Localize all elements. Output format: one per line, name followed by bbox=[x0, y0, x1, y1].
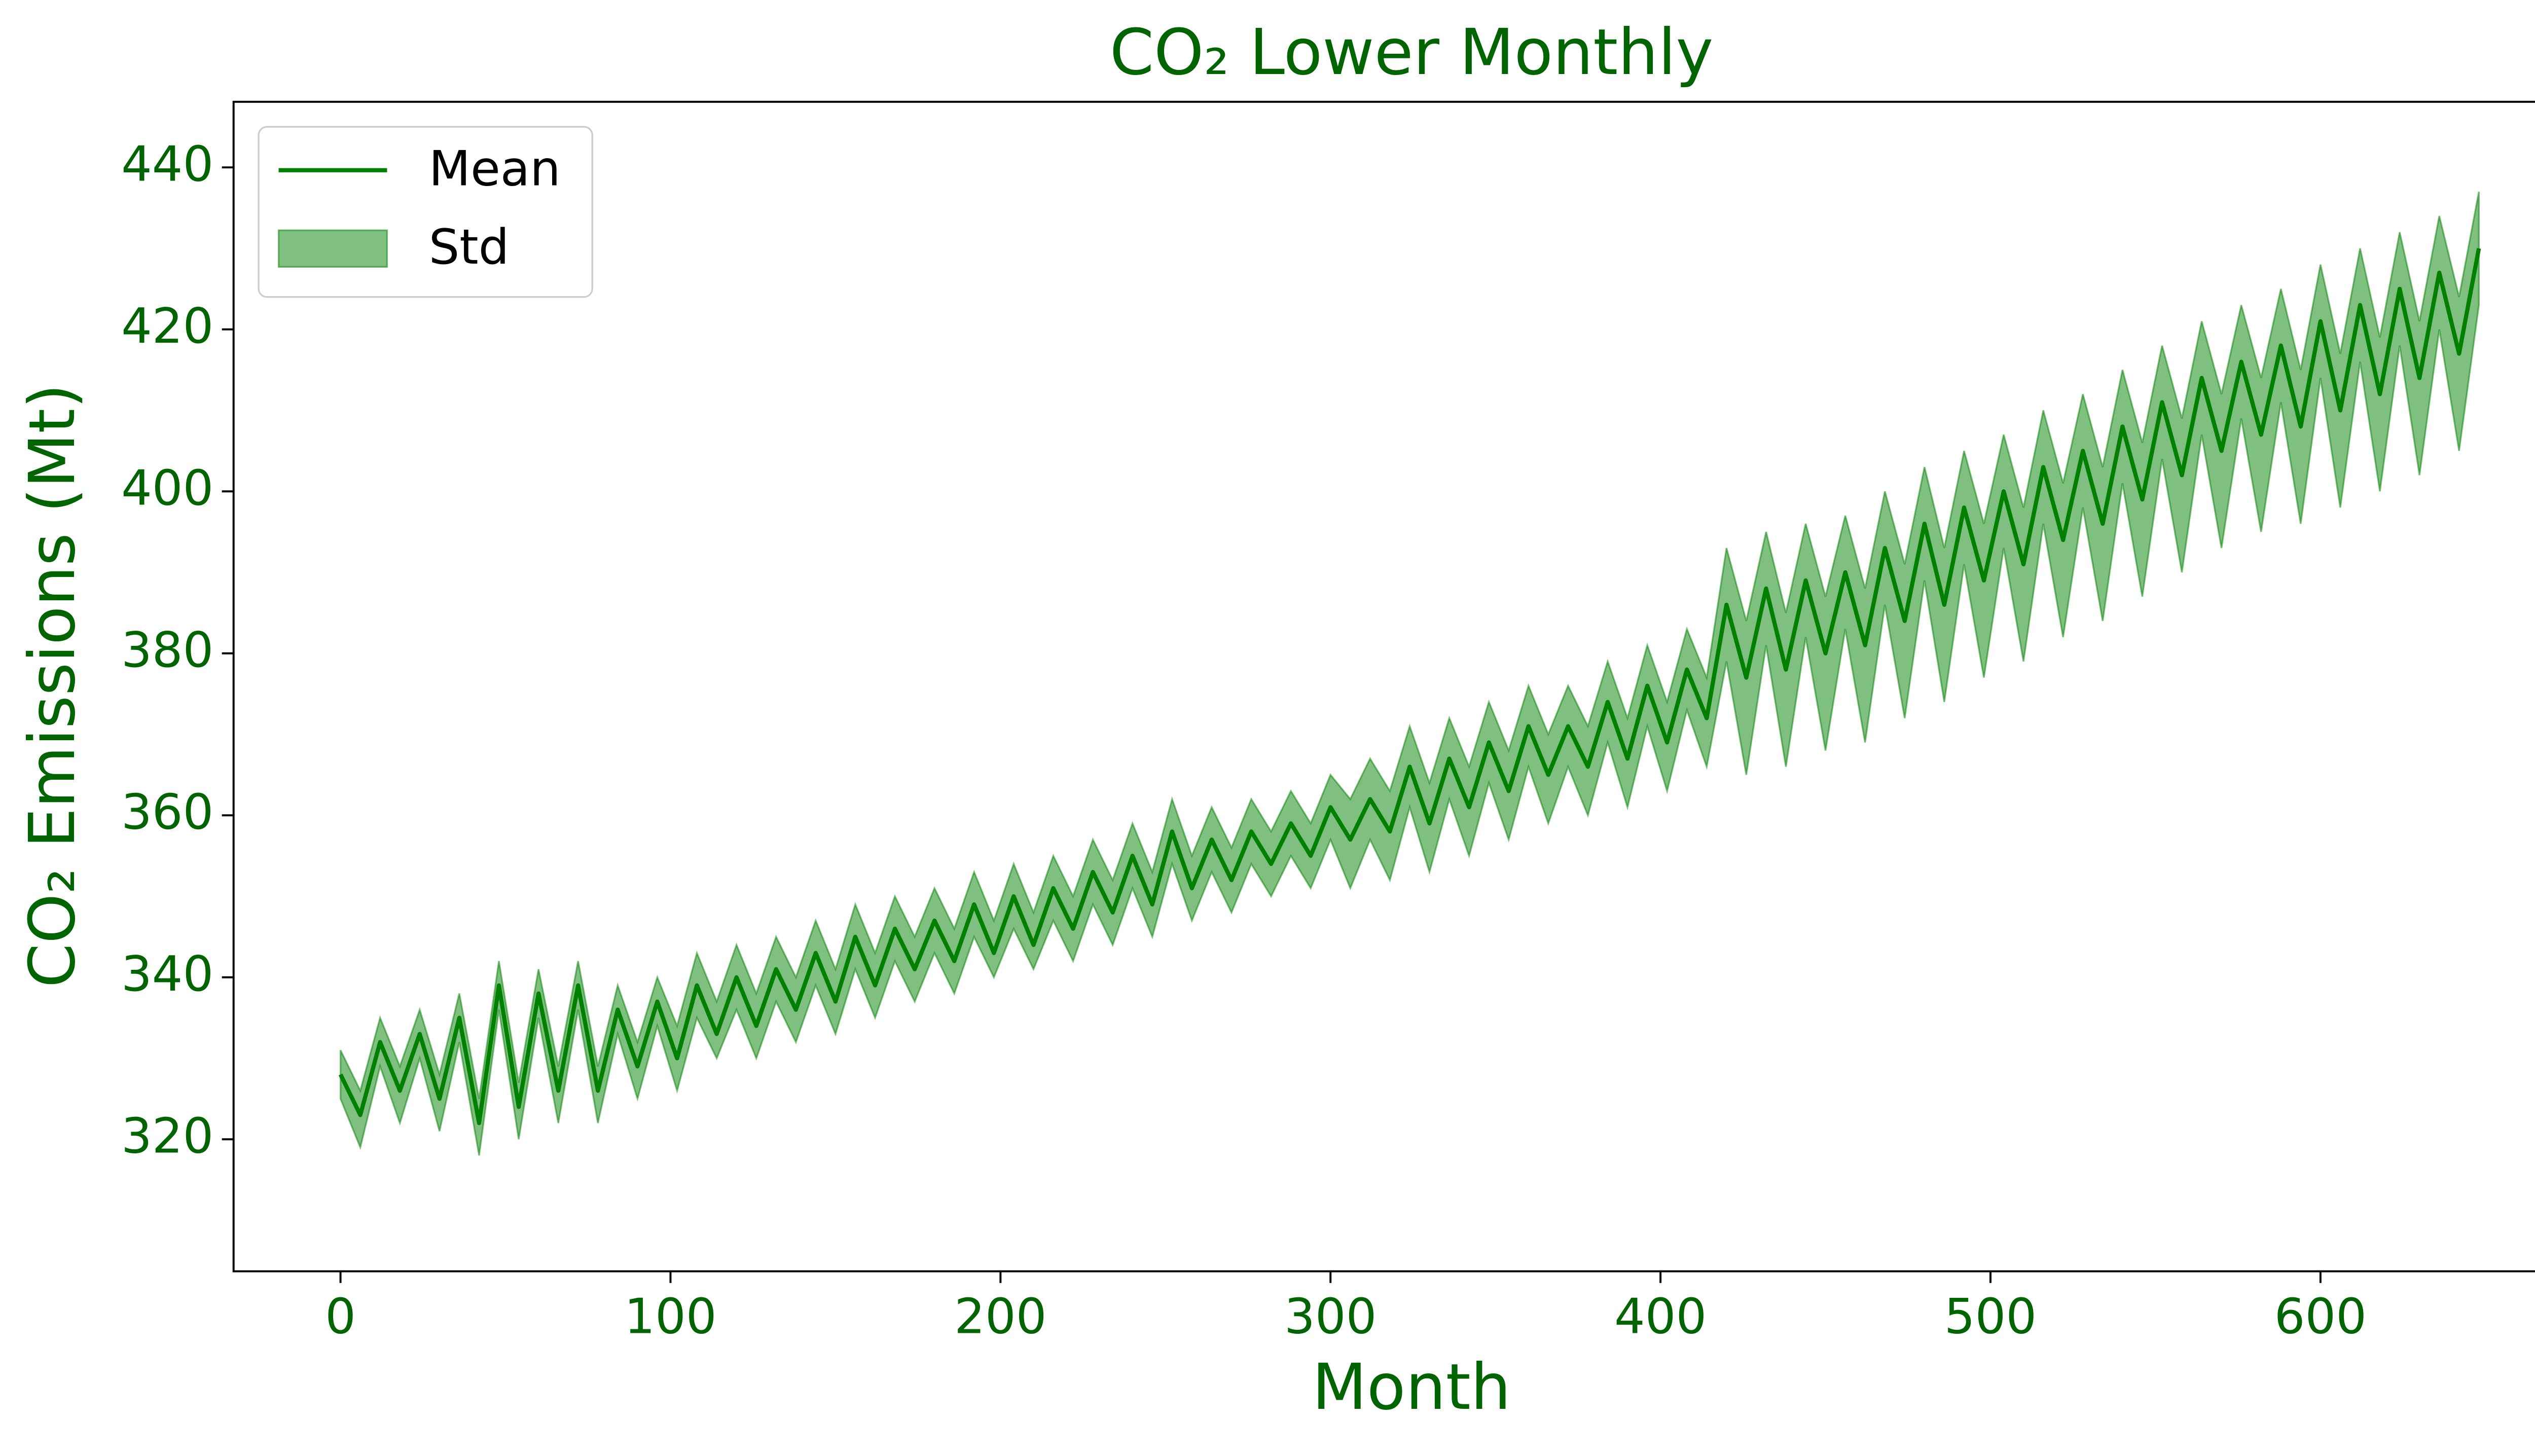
y-tick-label: 340 bbox=[121, 945, 213, 1002]
x-tick-label: 300 bbox=[1284, 1288, 1377, 1344]
x-tick-label: 0 bbox=[325, 1288, 356, 1344]
x-tick-label: 400 bbox=[1614, 1288, 1707, 1344]
y-tick-label: 320 bbox=[121, 1108, 213, 1164]
legend-patch bbox=[277, 229, 388, 268]
mean-line bbox=[338, 248, 2481, 1125]
y-axis-label: CO₂ Emissions (Mt) bbox=[16, 384, 89, 988]
x-tick-label: 500 bbox=[1944, 1288, 2037, 1344]
y-tick-label: 420 bbox=[121, 298, 213, 354]
x-tick-label: 100 bbox=[624, 1288, 716, 1344]
y-tick-label: 380 bbox=[121, 622, 213, 678]
x-tick-label: 200 bbox=[954, 1288, 1046, 1344]
y-tick-label: 440 bbox=[121, 136, 213, 193]
y-tick-label: 400 bbox=[121, 460, 213, 517]
legend-label: Mean bbox=[429, 140, 561, 197]
x-tick-label: 600 bbox=[2274, 1288, 2367, 1344]
chart-title: CO₂ Lower Monthly bbox=[1110, 16, 1714, 89]
legend-label: Std bbox=[429, 219, 510, 275]
std-band bbox=[339, 191, 2480, 1156]
plot-frame bbox=[232, 100, 2535, 1272]
x-axis-label: Month bbox=[1312, 1351, 1511, 1424]
y-tick-label: 360 bbox=[121, 784, 213, 841]
